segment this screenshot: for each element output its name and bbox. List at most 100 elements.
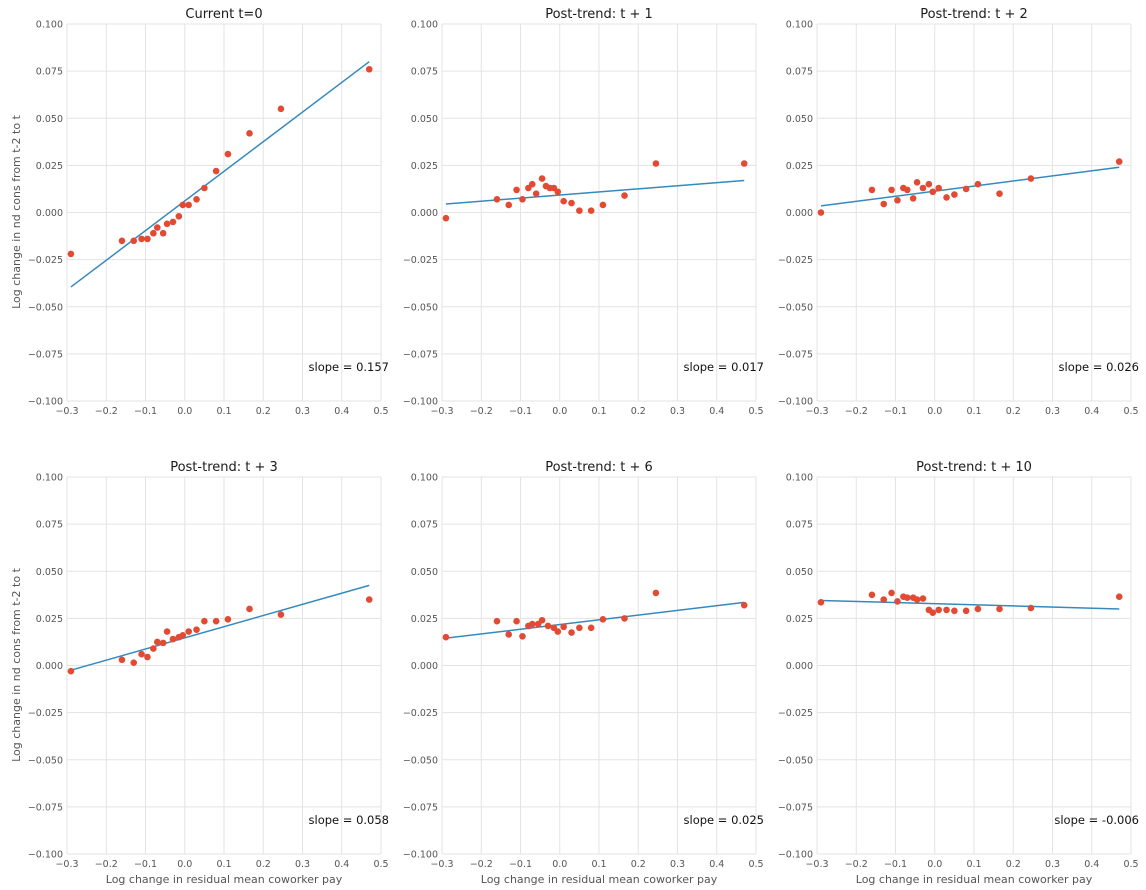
fit-line xyxy=(70,584,370,671)
data-point xyxy=(193,196,200,203)
data-point xyxy=(554,628,562,635)
data-point xyxy=(740,160,748,167)
data-point xyxy=(163,628,171,635)
data-point xyxy=(817,599,825,606)
x-tick-label: −0.2 xyxy=(470,859,493,870)
data-point xyxy=(576,624,583,632)
data-point xyxy=(193,626,200,633)
y-tick-label: −0.025 xyxy=(403,255,438,266)
x-tick-label: 0.4 xyxy=(1084,859,1099,870)
data-point xyxy=(903,594,911,601)
y-tick-label: −0.075 xyxy=(28,349,63,360)
data-point xyxy=(277,611,285,618)
slope-annotation: slope = 0.025 xyxy=(684,813,764,827)
data-point xyxy=(962,185,970,193)
data-point xyxy=(868,186,876,194)
x-tick-label: 0.2 xyxy=(1006,406,1021,417)
y-tick-label: 0.025 xyxy=(786,161,813,172)
slope-annotation: slope = 0.157 xyxy=(309,360,389,374)
data-point xyxy=(925,180,933,188)
fit-line xyxy=(445,179,745,205)
data-point xyxy=(150,229,157,237)
y-tick-label: −0.075 xyxy=(403,349,438,360)
y-axis-label-bottom: Log change in nd cons from t-2 to t xyxy=(10,567,23,761)
data-point xyxy=(560,197,567,205)
data-point xyxy=(913,596,921,603)
data-point xyxy=(163,220,171,228)
x-tick-label: 0.4 xyxy=(334,406,349,417)
x-tick-label: 0.2 xyxy=(1006,859,1021,870)
data-point xyxy=(621,192,628,199)
panel-6: −0.3 −0.2 −0.1 0.0 0.1 0.2 0.3 0.4 0.5 −0.100 −0.0… xyxy=(778,460,1139,870)
y-tick-label: −0.075 xyxy=(403,802,438,813)
fit-line xyxy=(820,166,1120,207)
x-tick-label: −0.1 xyxy=(884,406,907,417)
data-point xyxy=(652,160,660,167)
x-tick-label: 0.0 xyxy=(552,406,567,417)
data-point xyxy=(929,609,937,617)
y-tick-label: 0.025 xyxy=(786,614,813,625)
x-tick-label: 0.3 xyxy=(295,859,310,870)
slope-annotation: slope = -0.006 xyxy=(1054,813,1139,827)
data-point xyxy=(150,645,157,652)
data-point xyxy=(599,616,607,623)
data-point xyxy=(974,180,982,188)
data-point xyxy=(528,620,536,628)
x-tick-label: −0.2 xyxy=(95,859,118,870)
x-tick-label: 0.3 xyxy=(1045,406,1060,417)
data-point xyxy=(138,650,145,658)
data-point xyxy=(153,224,161,231)
slope-annotation: slope = 0.026 xyxy=(1059,360,1139,374)
data-point xyxy=(179,632,187,639)
data-point xyxy=(996,605,1003,613)
y-tick-label: 0.100 xyxy=(411,473,438,484)
y-tick-label: −0.100 xyxy=(28,850,63,861)
y-tick-label: 0.075 xyxy=(36,520,63,531)
panels: −0.3 −0.2 −0.1 0.0 0.1 0.2 0.3 0.4 0.5 −0.100 −0.0… xyxy=(28,7,1139,870)
data-point xyxy=(621,615,628,622)
data-point xyxy=(951,607,958,615)
x-axis-label-3: Log change in residual mean coworker pay xyxy=(856,873,1093,886)
x-tick-label: −0.1 xyxy=(134,406,157,417)
fit-line xyxy=(445,601,745,639)
data-point xyxy=(365,65,373,73)
panel-3: −0.3 −0.2 −0.1 0.0 0.1 0.2 0.3 0.4 0.5 −0.100 −0.0… xyxy=(778,7,1139,417)
y-tick-label: 0.050 xyxy=(411,567,438,578)
data-point xyxy=(159,229,167,237)
y-tick-label: 0.075 xyxy=(411,67,438,78)
data-point xyxy=(652,589,660,597)
y-tick-label: 0.050 xyxy=(786,114,813,125)
data-point xyxy=(538,175,546,182)
y-tick-label: 0.050 xyxy=(36,114,63,125)
y-tick-label: 0.050 xyxy=(36,567,63,578)
x-tick-label: −0.1 xyxy=(134,859,157,870)
y-tick-label: 0.075 xyxy=(786,520,813,531)
data-point xyxy=(599,201,607,209)
x-tick-label: −0.3 xyxy=(805,406,828,417)
y-tick-label: −0.100 xyxy=(28,397,63,408)
y-tick-label: −0.050 xyxy=(778,755,813,766)
data-point xyxy=(505,631,513,638)
data-point xyxy=(587,207,595,214)
data-point xyxy=(868,591,876,599)
panel-title: Post-trend: t + 6 xyxy=(545,460,653,475)
x-tick-label: 0.1 xyxy=(216,406,231,417)
x-tick-label: 0.3 xyxy=(670,406,685,417)
y-tick-label: −0.050 xyxy=(778,302,813,313)
data-point xyxy=(909,195,917,202)
x-tick-label: 0.1 xyxy=(216,859,231,870)
panel-2: −0.3 −0.2 −0.1 0.0 0.1 0.2 0.3 0.4 0.5 −0.100 −0.0… xyxy=(403,7,764,417)
y-tick-label: 0.000 xyxy=(786,661,813,672)
y-axis-label-top: Log change in nd cons from t-2 to t xyxy=(10,114,23,308)
panel-title: Post-trend: t + 1 xyxy=(545,7,653,22)
y-tick-label: 0.100 xyxy=(36,473,63,484)
panel-title: Post-trend: t + 3 xyxy=(170,460,278,475)
y-tick-label: 0.000 xyxy=(786,208,813,219)
data-point xyxy=(919,595,927,602)
data-point xyxy=(153,638,161,646)
x-tick-label: 0.4 xyxy=(709,406,724,417)
x-tick-label: 0.1 xyxy=(966,406,981,417)
y-tick-label: 0.075 xyxy=(36,67,63,78)
data-point xyxy=(179,201,187,209)
